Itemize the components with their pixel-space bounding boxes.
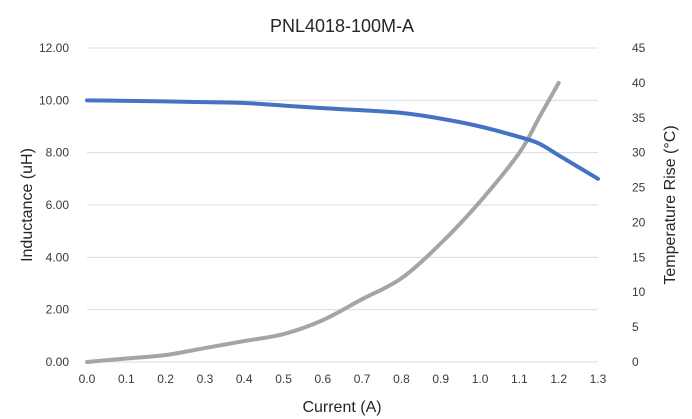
- x-tick-label: 1.0: [472, 372, 489, 386]
- y-left-tick-label: 4.00: [46, 250, 70, 264]
- inductance-series-line: [85, 98, 600, 181]
- y-left-tick-label: 2.00: [46, 303, 70, 317]
- y-right-tick-label: 45: [632, 41, 646, 55]
- x-tick-label: 0.8: [393, 372, 410, 386]
- x-tick-label: 0.5: [275, 372, 292, 386]
- x-tick-label: 1.3: [590, 372, 607, 386]
- y-left-tick-label: 8.00: [46, 146, 70, 160]
- y-left-tick-label: 10.00: [39, 93, 69, 107]
- x-tick-label: 0.4: [236, 372, 253, 386]
- x-tick-label: 0.1: [118, 372, 135, 386]
- temperature-series-line: [85, 80, 561, 364]
- y-right-tick-label: 0: [632, 355, 639, 369]
- chart-title: PNL4018-100M-A: [270, 16, 414, 36]
- x-axis-title: Current (A): [302, 399, 381, 416]
- y-axis-left-title: Inductance (uH): [19, 148, 36, 262]
- y-right-tick-label: 30: [632, 146, 646, 160]
- x-tick-label: 1.1: [511, 372, 528, 386]
- y-axis-right-title: Temperature Rise (°C): [662, 125, 679, 284]
- x-tick-label: 0.3: [197, 372, 214, 386]
- y-right-tick-label: 20: [632, 215, 646, 229]
- x-tick-label: 0.9: [432, 372, 449, 386]
- y-right-tick-label: 5: [632, 320, 639, 334]
- y-right-tick-label: 25: [632, 181, 646, 195]
- x-tick-label: 0.7: [354, 372, 371, 386]
- y-right-tick-label: 10: [632, 285, 646, 299]
- y-right-tick-label: 35: [632, 111, 646, 125]
- y-left-tick-label: 6.00: [46, 198, 70, 212]
- x-tick-label: 0.6: [315, 372, 332, 386]
- y-left-tick-label: 12.00: [39, 41, 69, 55]
- x-tick-label: 0.2: [157, 372, 174, 386]
- x-tick-label: 1.2: [550, 372, 567, 386]
- y-left-tick-label: 0.00: [46, 355, 70, 369]
- y-right-tick-label: 40: [632, 76, 646, 90]
- y-right-tick-label: 15: [632, 250, 646, 264]
- x-tick-label: 0.0: [79, 372, 96, 386]
